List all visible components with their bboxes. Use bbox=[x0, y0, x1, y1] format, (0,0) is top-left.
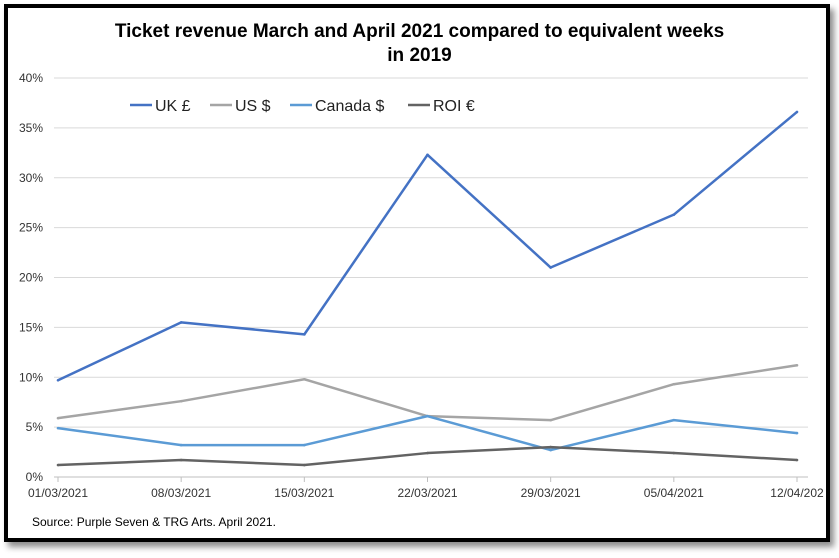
y-tick-label: 20% bbox=[19, 271, 43, 285]
y-tick-label: 30% bbox=[19, 171, 43, 185]
x-tick-label: 29/03/2021 bbox=[521, 486, 581, 500]
data-point bbox=[549, 266, 552, 269]
data-point bbox=[795, 363, 799, 367]
data-point bbox=[672, 418, 676, 422]
x-tick-label: 01/03/2021 bbox=[28, 486, 88, 500]
data-point bbox=[795, 458, 799, 462]
legend-label: Canada $ bbox=[315, 98, 384, 115]
series-line-us bbox=[57, 364, 798, 422]
data-point bbox=[179, 443, 183, 447]
source-note: Source: Purple Seven & TRG Arts. April 2… bbox=[32, 515, 276, 529]
series-line-uk bbox=[57, 110, 798, 382]
series-line-roi bbox=[57, 445, 798, 467]
data-point bbox=[549, 448, 552, 452]
data-point bbox=[179, 399, 183, 403]
data-point bbox=[179, 321, 183, 324]
chart-frame bbox=[4, 4, 830, 542]
data-point bbox=[179, 458, 183, 462]
data-point bbox=[426, 451, 429, 455]
data-point bbox=[426, 414, 429, 418]
data-point bbox=[672, 213, 676, 216]
legend-label: US $ bbox=[235, 98, 271, 115]
data-point bbox=[795, 431, 799, 435]
title-line-2: in 2019 bbox=[387, 45, 452, 66]
y-tick-label: 10% bbox=[19, 370, 43, 384]
data-point bbox=[303, 333, 306, 336]
data-point bbox=[795, 110, 799, 114]
data-point bbox=[56, 463, 60, 467]
data-point bbox=[672, 382, 676, 386]
data-point bbox=[426, 153, 429, 157]
data-point bbox=[303, 443, 306, 447]
series-line-canada bbox=[57, 414, 798, 452]
data-point bbox=[672, 451, 676, 455]
legend-label: UK £ bbox=[155, 98, 191, 115]
y-tick-label: 35% bbox=[19, 121, 43, 135]
x-tick-label: 22/03/2021 bbox=[397, 486, 457, 500]
x-tick-label: 08/03/2021 bbox=[151, 486, 211, 500]
data-point bbox=[56, 426, 60, 430]
data-point bbox=[549, 418, 552, 422]
y-tick-label: 5% bbox=[26, 420, 44, 434]
data-point bbox=[303, 463, 306, 467]
x-tick-label: 05/04/2021 bbox=[644, 486, 704, 500]
y-tick-label: 15% bbox=[19, 320, 43, 334]
y-tick-label: 40% bbox=[19, 71, 43, 85]
x-tick-label: 15/03/2021 bbox=[274, 486, 334, 500]
chart-title: Ticket revenue March and April 2021 comp… bbox=[0, 20, 839, 68]
y-tick-label: 0% bbox=[26, 470, 44, 484]
data-point bbox=[56, 416, 60, 420]
y-tick-label: 25% bbox=[19, 221, 43, 235]
title-line-1: Ticket revenue March and April 2021 comp… bbox=[114, 21, 725, 42]
legend-label: ROI € bbox=[433, 98, 475, 115]
data-point bbox=[549, 445, 552, 449]
data-point bbox=[303, 377, 306, 381]
x-tick-label: 12/04/202 bbox=[770, 486, 824, 500]
data-point bbox=[56, 378, 60, 382]
